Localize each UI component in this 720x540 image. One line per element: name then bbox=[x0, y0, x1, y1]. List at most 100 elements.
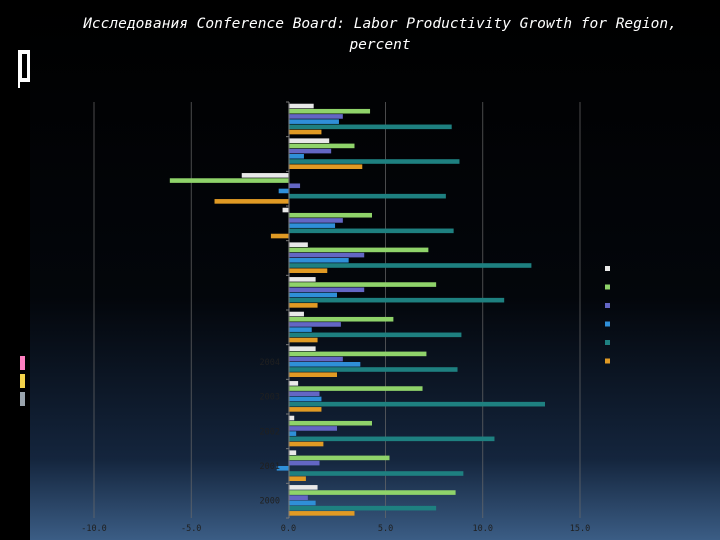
bar bbox=[288, 124, 452, 130]
bar bbox=[288, 372, 337, 377]
bar bbox=[288, 282, 437, 287]
chart-title: Исследования Conference Board: Labor Pro… bbox=[83, 16, 677, 53]
x-tick-label: 15.0 bbox=[570, 524, 590, 534]
bar bbox=[288, 495, 308, 501]
bar bbox=[288, 511, 355, 516]
bar bbox=[288, 471, 464, 476]
legend-marker bbox=[605, 340, 610, 345]
bar bbox=[288, 346, 316, 351]
bar bbox=[288, 252, 365, 258]
category-label: 2002 bbox=[260, 427, 280, 437]
bar bbox=[288, 193, 446, 199]
bar bbox=[288, 258, 349, 263]
bar bbox=[288, 223, 336, 228]
bar bbox=[288, 415, 295, 421]
bar bbox=[288, 327, 312, 332]
bar bbox=[288, 490, 456, 495]
bar bbox=[288, 129, 322, 135]
bar bbox=[288, 297, 505, 303]
legend-marker bbox=[605, 321, 610, 327]
legend-marker bbox=[605, 284, 610, 290]
axes: 2000 2001 2002 2003 2004 -10.0 -5.0 0.0 5.0 10.0 1… bbox=[81, 101, 590, 534]
legend bbox=[605, 266, 610, 364]
x-tick-label: 10.0 bbox=[473, 524, 493, 534]
bar bbox=[288, 183, 301, 189]
bar bbox=[288, 420, 372, 426]
bar bbox=[288, 287, 365, 293]
bar bbox=[282, 207, 289, 213]
bar bbox=[288, 332, 462, 338]
bar bbox=[288, 114, 343, 119]
bar bbox=[288, 164, 363, 169]
bar bbox=[288, 367, 458, 372]
bar bbox=[241, 173, 289, 178]
deco-bar-top-inner bbox=[22, 54, 27, 78]
bar bbox=[288, 103, 314, 109]
deco-accent-3 bbox=[20, 392, 25, 406]
bar bbox=[288, 476, 306, 481]
x-tick-label: 0.0 bbox=[281, 524, 296, 534]
bar bbox=[288, 247, 429, 253]
bar bbox=[288, 268, 328, 273]
bar bbox=[288, 391, 320, 397]
bar bbox=[270, 233, 289, 239]
bar bbox=[288, 407, 322, 412]
bar bbox=[288, 460, 320, 466]
bar bbox=[288, 450, 297, 455]
bar bbox=[288, 303, 318, 308]
bar bbox=[288, 138, 330, 143]
category-label: 2003 bbox=[260, 393, 280, 403]
x-tick-label: -5.0 bbox=[181, 524, 201, 534]
deco-bar-top-left bbox=[18, 82, 20, 88]
bar bbox=[288, 485, 318, 490]
bar bbox=[278, 188, 289, 194]
bar bbox=[288, 386, 423, 391]
bar bbox=[288, 426, 337, 431]
bar bbox=[288, 218, 343, 223]
grid-lines bbox=[93, 102, 581, 518]
bar bbox=[288, 455, 390, 461]
bar bbox=[288, 143, 355, 149]
bar bbox=[288, 401, 546, 407]
bar bbox=[288, 159, 460, 164]
bar bbox=[288, 362, 361, 367]
bar bbox=[288, 316, 394, 322]
bar bbox=[288, 242, 308, 247]
category-label: 2001 bbox=[260, 462, 280, 472]
x-tick-label: 5.0 bbox=[378, 524, 393, 534]
legend-marker bbox=[605, 266, 610, 271]
bar bbox=[288, 311, 304, 317]
bar bbox=[288, 263, 532, 268]
bar bbox=[288, 381, 299, 386]
bar bbox=[288, 292, 337, 298]
bar bbox=[288, 322, 341, 327]
bar bbox=[288, 108, 371, 114]
bar bbox=[288, 356, 343, 362]
bar bbox=[288, 351, 427, 357]
bar bbox=[288, 337, 318, 343]
x-tick-label: -10.0 bbox=[81, 524, 107, 534]
bar bbox=[288, 500, 316, 506]
bar bbox=[288, 228, 454, 234]
bar bbox=[288, 441, 324, 447]
bar bbox=[288, 154, 304, 159]
category-label: 2004 bbox=[260, 358, 280, 368]
bar bbox=[288, 431, 297, 436]
deco-accent-2 bbox=[20, 374, 25, 388]
bar bbox=[288, 505, 437, 511]
category-label: 2000 bbox=[260, 497, 280, 507]
bar bbox=[288, 148, 332, 154]
bar bbox=[169, 178, 289, 183]
legend-marker bbox=[605, 358, 610, 364]
deco-accent-1 bbox=[20, 356, 25, 370]
bar bbox=[288, 396, 322, 402]
legend-marker bbox=[605, 303, 610, 308]
bar bbox=[288, 212, 372, 218]
bar bbox=[288, 119, 339, 124]
bars bbox=[169, 103, 546, 516]
bar bbox=[276, 466, 289, 471]
bar bbox=[288, 277, 316, 282]
bar bbox=[214, 199, 289, 204]
bar bbox=[288, 436, 495, 442]
